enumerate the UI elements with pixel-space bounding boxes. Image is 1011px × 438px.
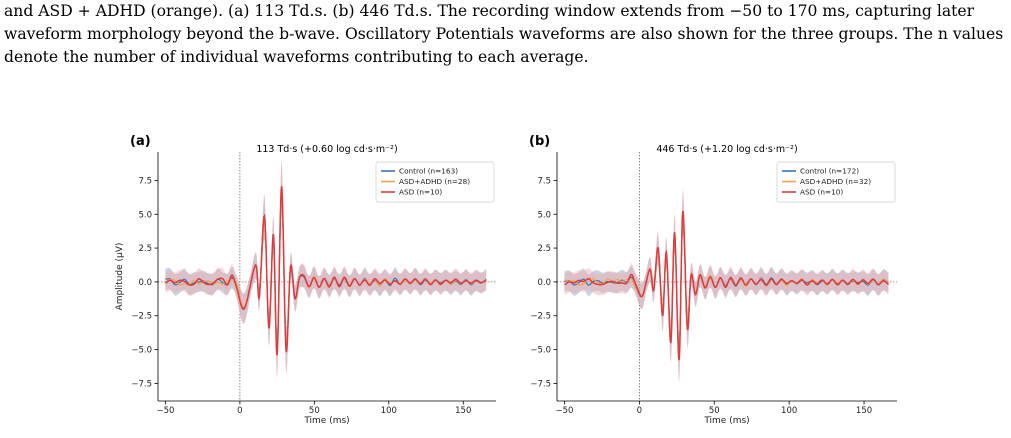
legend-label-asd: ASD (n=10): [800, 188, 843, 197]
legend-label-asd_adhd: ASD+ADHD (n=32): [800, 177, 871, 186]
x-axis-label: Time (ms): [303, 416, 349, 426]
y-tick-label: −7.5: [131, 379, 152, 389]
figure-caption: and ASD + ADHD (orange). (a) 113 Td.s. (…: [4, 0, 1008, 69]
legend-box: [776, 161, 896, 203]
series-line-asd: [564, 210, 889, 361]
x-axis-label: Time (ms): [703, 416, 749, 426]
legend-box: [375, 161, 495, 203]
x-tick-label: 50: [709, 406, 720, 416]
chart-title: 113 Td·s (+0.60 log cd·s·m⁻²): [256, 144, 397, 155]
y-tick-label: 2.5: [537, 244, 551, 254]
x-tick-label: 150: [856, 406, 872, 416]
legend-label-control: Control (n=172): [800, 167, 859, 176]
panel-b: (b) 446 Td·s (+1.20 log cd·s·m⁻²) −50 0 50 10…: [529, 134, 897, 426]
chart-title: 446 Td·s (+1.20 log cd·s·m⁻²): [656, 144, 797, 155]
x-tick-label: 150: [455, 406, 471, 416]
caption-line-1: and ASD + ADHD (orange). (a) 113 Td.s. (…: [4, 2, 975, 20]
panel-a: (a) 113 Td·s (+0.60 log cd·s·m⁻²) −50 0 50 10…: [115, 134, 496, 426]
legend-label-control: Control (n=163): [399, 167, 458, 176]
caption-line-2: waveform morphology beyond the b-wave. O…: [4, 25, 1004, 43]
legend-label-asd: ASD (n=10): [399, 188, 442, 197]
y-tick-label: 5.0: [537, 210, 551, 220]
y-tick-label: −7.5: [530, 379, 551, 389]
x-tick-label: −50: [156, 406, 174, 416]
y-tick-label: 5.0: [138, 210, 152, 220]
y-tick-label: −2.5: [530, 312, 551, 322]
y-tick-label: 2.5: [138, 244, 152, 254]
panel-label: (a): [130, 134, 151, 149]
x-tick-label: 100: [381, 406, 397, 416]
caption-line-3: denote the number of individual waveform…: [4, 48, 589, 66]
y-axis-label: Amplitude (µV): [115, 243, 125, 311]
x-tick-label: 0: [637, 406, 642, 416]
panel-label: (b): [529, 134, 550, 149]
legend-label-asd_adhd: ASD+ADHD (n=28): [399, 177, 470, 186]
y-tick-label: −5.0: [530, 346, 551, 356]
y-tick-label: −2.5: [131, 312, 152, 322]
y-tick-label: −5.0: [131, 346, 152, 356]
series-line-asd: [164, 186, 487, 356]
x-tick-label: −50: [556, 406, 574, 416]
y-tick-label: 7.5: [138, 176, 152, 186]
x-tick-label: 0: [237, 406, 242, 416]
y-tick-label: 0.0: [138, 278, 152, 288]
y-tick-label: 0.0: [537, 278, 551, 288]
x-tick-label: 100: [781, 406, 797, 416]
y-tick-label: 7.5: [537, 176, 551, 186]
x-tick-label: 50: [309, 406, 320, 416]
